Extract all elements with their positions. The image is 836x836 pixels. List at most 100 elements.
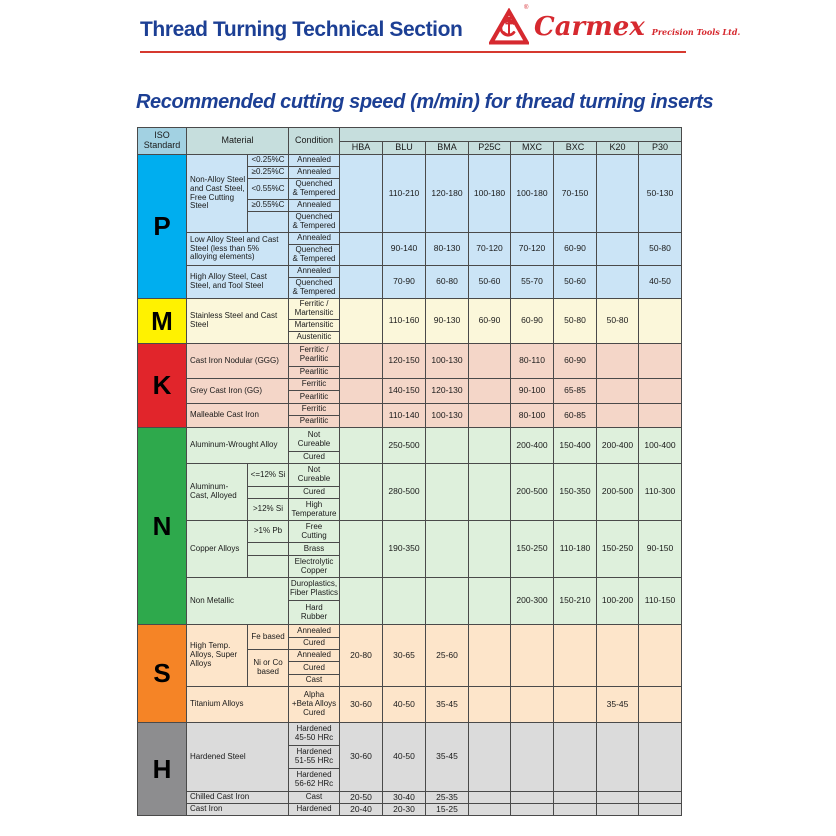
speed-cell: 15-25 bbox=[425, 803, 470, 816]
speed-cell bbox=[553, 803, 598, 816]
material-cell: High Temp. Alloys, Super Alloys bbox=[186, 624, 248, 687]
page-header-title: Thread Turning Technical Section bbox=[140, 18, 463, 41]
grade-header-p25c: P25C bbox=[468, 141, 512, 155]
condition-cell: Martensitic bbox=[288, 319, 341, 332]
condition-cell: Quenched & Tempered bbox=[288, 277, 341, 299]
speed-cell bbox=[468, 343, 512, 379]
condition-cell: Annealed bbox=[288, 166, 341, 179]
condition-cell: Quenched & Tempered bbox=[288, 244, 341, 266]
material-cell: Cast Iron bbox=[185, 803, 290, 816]
brand-suffix: Precision Tools Ltd. bbox=[651, 27, 741, 37]
speed-cell bbox=[510, 803, 555, 816]
speed-cell: 35-45 bbox=[596, 686, 640, 723]
sub-cell: Ni or Co based bbox=[246, 649, 290, 687]
cutting-speed-table: ISO Standard Material Condition HBA BLU … bbox=[137, 127, 683, 816]
speed-cell: 50-60 bbox=[553, 265, 598, 299]
speed-cell bbox=[339, 520, 384, 578]
condition-cell: Ferritic bbox=[288, 403, 341, 416]
material-cell: Titanium Alloys bbox=[185, 686, 290, 723]
speed-cell: 80-100 bbox=[510, 403, 555, 428]
speed-cell: 60-80 bbox=[425, 265, 470, 299]
condition-cell: Pearlitic bbox=[288, 390, 341, 404]
speed-cell bbox=[553, 722, 598, 792]
speed-cell: 30-65 bbox=[382, 624, 427, 687]
condition-cell: Free Cutting bbox=[288, 520, 341, 543]
speed-cell: 200-300 bbox=[510, 577, 555, 625]
material-cell: Aluminum-Cast, Alloyed bbox=[186, 463, 248, 521]
speed-cell: 35-45 bbox=[425, 686, 470, 723]
speed-cell: 20-80 bbox=[339, 624, 384, 687]
speed-cell bbox=[510, 722, 555, 792]
speed-cell bbox=[468, 577, 512, 625]
speed-cell: 60-90 bbox=[553, 232, 598, 266]
speed-cell bbox=[596, 154, 640, 233]
sub-cell: <0.25%C bbox=[246, 154, 290, 167]
speed-cell: 150-250 bbox=[596, 520, 640, 578]
sub-cell bbox=[246, 486, 290, 499]
speed-cell: 50-80 bbox=[596, 298, 640, 344]
condition-header: Condition bbox=[288, 127, 341, 155]
grade-header-mxc: MXC bbox=[510, 141, 555, 155]
speed-cell: 100-180 bbox=[468, 154, 512, 233]
speed-cell: 50-60 bbox=[468, 265, 512, 299]
material-cell: Cast Iron Nodular (GGG) bbox=[185, 343, 290, 379]
speed-cell: 90-130 bbox=[425, 298, 470, 344]
speed-cell: 250-500 bbox=[382, 427, 427, 464]
speed-cell: 150-210 bbox=[553, 577, 598, 625]
speed-cell bbox=[596, 722, 640, 792]
sub-cell: Fe based bbox=[246, 624, 290, 650]
section-label-n: N bbox=[137, 427, 187, 625]
speed-cell bbox=[339, 378, 384, 404]
sub-cell: ≥0.25%C bbox=[246, 166, 290, 179]
speed-cell bbox=[510, 624, 555, 687]
speed-cell: 20-40 bbox=[339, 803, 384, 816]
speed-cell bbox=[468, 686, 512, 723]
speed-cell bbox=[468, 463, 512, 521]
grade-header-bxc: BXC bbox=[553, 141, 598, 155]
condition-cell: Cured bbox=[288, 451, 341, 464]
speed-cell bbox=[382, 577, 427, 625]
speed-cell bbox=[596, 624, 640, 687]
speed-cell bbox=[638, 791, 683, 804]
speed-cell: 140-150 bbox=[382, 378, 427, 404]
speed-cell bbox=[553, 686, 598, 723]
speed-cell bbox=[339, 154, 384, 233]
iso-standard-header: ISO Standard bbox=[137, 127, 187, 155]
section-label-m: M bbox=[137, 298, 187, 344]
condition-cell: Ferritic / Martensitic bbox=[288, 298, 341, 320]
speed-cell bbox=[339, 265, 384, 299]
carmex-triangle-anchor-icon bbox=[489, 8, 529, 45]
material-cell: High Alloy Steel, Cast Steel, and Tool S… bbox=[185, 265, 290, 299]
condition-cell: Brass bbox=[288, 542, 341, 556]
speed-cell: 190-350 bbox=[382, 520, 427, 578]
speed-cell bbox=[339, 463, 384, 521]
speed-cell: 110-140 bbox=[382, 403, 427, 428]
speed-cell bbox=[638, 722, 683, 792]
speed-cell: 60-85 bbox=[553, 403, 598, 428]
speed-cell bbox=[638, 343, 683, 379]
condition-cell: Cured bbox=[288, 486, 341, 499]
speed-cell bbox=[468, 791, 512, 804]
speed-cell: 70-120 bbox=[468, 232, 512, 266]
condition-cell: Cast bbox=[288, 674, 341, 687]
material-cell: Stainless Steel and Cast Steel bbox=[185, 298, 290, 344]
speed-cell: 280-500 bbox=[382, 463, 427, 521]
condition-cell: Hardened 45-50 HRc bbox=[288, 722, 341, 746]
grade-header-k20: K20 bbox=[596, 141, 640, 155]
material-cell: Aluminum-Wrought Alloy bbox=[185, 427, 290, 464]
condition-cell: Alpha +Beta Alloys Cured bbox=[288, 686, 341, 723]
speed-cell: 200-500 bbox=[596, 463, 640, 521]
speed-cell: 150-400 bbox=[553, 427, 598, 464]
grade-header-hba: HBA bbox=[339, 141, 384, 155]
speed-cell: 90-150 bbox=[638, 520, 683, 578]
speed-cell bbox=[339, 232, 384, 266]
speed-cell: 110-150 bbox=[638, 577, 683, 625]
speed-cell: 150-250 bbox=[510, 520, 555, 578]
speed-cell bbox=[468, 427, 512, 464]
speed-cell: 70-150 bbox=[553, 154, 598, 233]
speed-cell: 90-140 bbox=[382, 232, 427, 266]
condition-cell: Hard Rubber bbox=[288, 600, 341, 625]
condition-cell: Hardened 56-62 HRc bbox=[288, 768, 341, 792]
speed-cell: 100-180 bbox=[510, 154, 555, 233]
